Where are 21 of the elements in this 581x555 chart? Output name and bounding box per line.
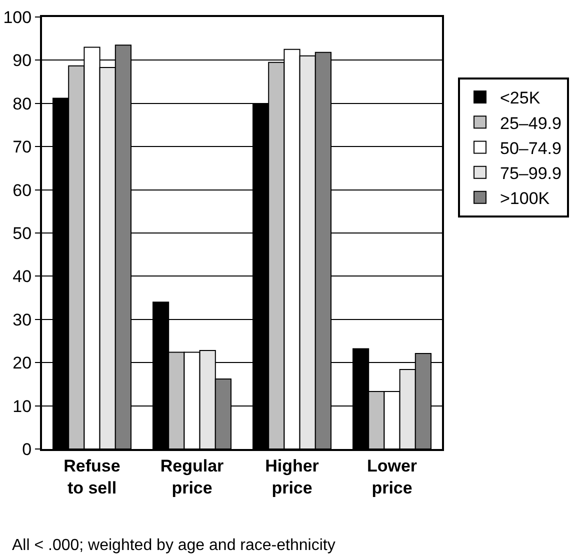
y-tick-label: 90 xyxy=(12,51,32,70)
y-tick-label: 20 xyxy=(12,354,32,373)
legend-label: 50–74.9 xyxy=(500,138,562,158)
legend-label: 75–99.9 xyxy=(500,164,562,183)
y-tick-label: 10 xyxy=(12,396,32,416)
text: All < .000; weighted by age and race-ethnicity xyxy=(12,537,336,554)
y-tick-label: 80 xyxy=(12,94,32,114)
legend-label: 25–49.9 xyxy=(500,114,562,133)
legend-label: >100K xyxy=(500,189,550,208)
x-tick-label: Higher price xyxy=(265,456,320,498)
y-tick-label: 70 xyxy=(12,138,32,157)
legend-label: <25K xyxy=(500,88,541,108)
x-tick-label: Regular price xyxy=(160,456,224,498)
y-tick-label: 40 xyxy=(12,267,32,286)
x-tick-label: Refuse to sell xyxy=(64,456,120,498)
y-tick-label: 100 xyxy=(3,8,32,27)
y-tick-label: 30 xyxy=(12,310,32,330)
y-tick-label: 50 xyxy=(12,224,32,243)
y-tick-label: 60 xyxy=(12,180,32,200)
x-tick-label: Lower price xyxy=(366,456,418,498)
y-tick-label: 0 xyxy=(22,440,32,459)
